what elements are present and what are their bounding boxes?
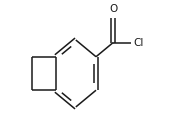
Text: Cl: Cl	[134, 38, 144, 48]
Text: O: O	[109, 4, 117, 14]
